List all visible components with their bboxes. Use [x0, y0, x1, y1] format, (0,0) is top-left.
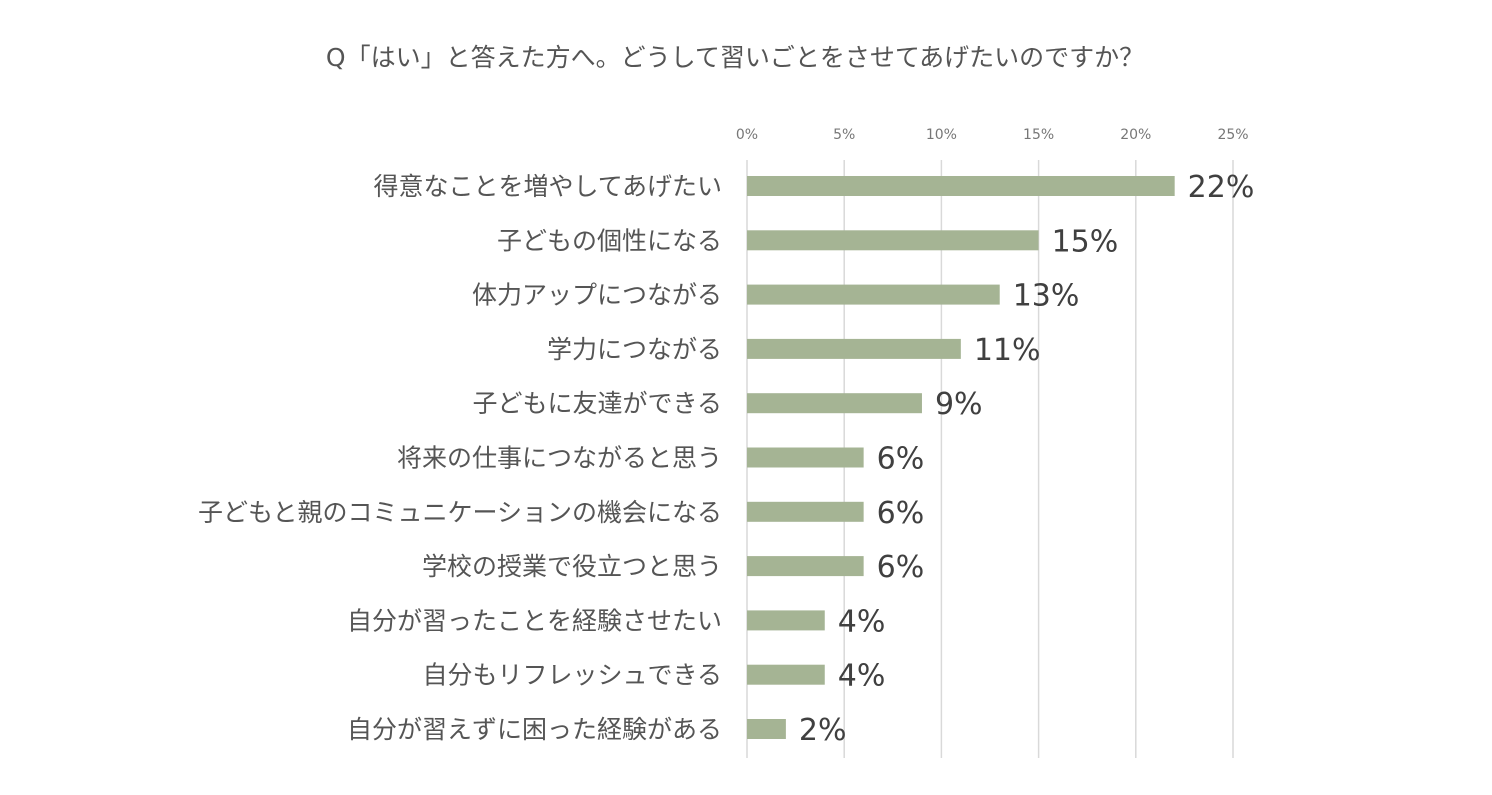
- bar: [747, 176, 1175, 196]
- gridlines: [746, 160, 1234, 758]
- data-label: 11%: [974, 333, 1041, 368]
- category-label: 得意なことを増やしてあげたい: [373, 172, 722, 201]
- bar: [747, 664, 825, 685]
- data-label: 15%: [1052, 224, 1119, 259]
- category-label: 子どもと親のコミュニケーションの機会になる: [198, 498, 722, 527]
- bar: [747, 719, 786, 739]
- category-label: 子どもに友達ができる: [472, 389, 722, 418]
- bar: [747, 338, 961, 359]
- category-label: 体力アップにつながる: [472, 281, 722, 310]
- category-labels: 得意なことを増やしてあげたい子どもの個性になる体力アップにつながる学力につながる…: [198, 172, 722, 744]
- data-labels: 22% 15% 13% 11% 9% 6% 6% 6% 4% 4% 2%: [799, 170, 1254, 748]
- category-label: 自分が習えずに困った経験がある: [347, 715, 722, 744]
- category-label: 学力につながる: [547, 335, 722, 364]
- bar: [747, 230, 1039, 251]
- category-label: 自分もリフレッシュできる: [422, 661, 722, 690]
- data-label: 6%: [877, 442, 925, 477]
- x-tick-label: 0%: [736, 127, 758, 143]
- data-label: 9%: [935, 387, 983, 422]
- category-label: 自分が習ったことを経験させたい: [347, 606, 722, 635]
- x-tick-label: 20%: [1120, 127, 1151, 143]
- data-label: 13%: [1013, 279, 1080, 314]
- bar: [747, 393, 922, 414]
- category-label: 学校の授業で役立つと思う: [422, 552, 722, 581]
- x-tick-label: 25%: [1217, 127, 1248, 143]
- bars: [747, 176, 1175, 739]
- bar: [747, 284, 1000, 305]
- chart-title: Q「はい」と答えた方へ。どうして習いごとをさせてあげたいのですか？: [326, 43, 1144, 72]
- category-label: 将来の仕事につながると思う: [397, 444, 722, 473]
- data-label: 2%: [799, 713, 847, 748]
- data-label: 4%: [838, 659, 886, 694]
- bar: [747, 556, 864, 577]
- bar: [747, 610, 825, 631]
- data-label: 6%: [877, 550, 925, 585]
- bar: [747, 501, 864, 522]
- x-tick-label: 10%: [926, 127, 957, 143]
- data-label: 6%: [877, 496, 925, 531]
- x-tick-label: 15%: [1023, 127, 1054, 143]
- category-label: 子どもの個性になる: [497, 226, 722, 255]
- x-axis-ticks: 0% 5% 10% 15% 20% 25%: [736, 127, 1249, 143]
- data-label: 22%: [1188, 170, 1255, 205]
- bar: [747, 447, 864, 468]
- data-label: 4%: [838, 604, 886, 639]
- x-tick-label: 5%: [833, 127, 855, 143]
